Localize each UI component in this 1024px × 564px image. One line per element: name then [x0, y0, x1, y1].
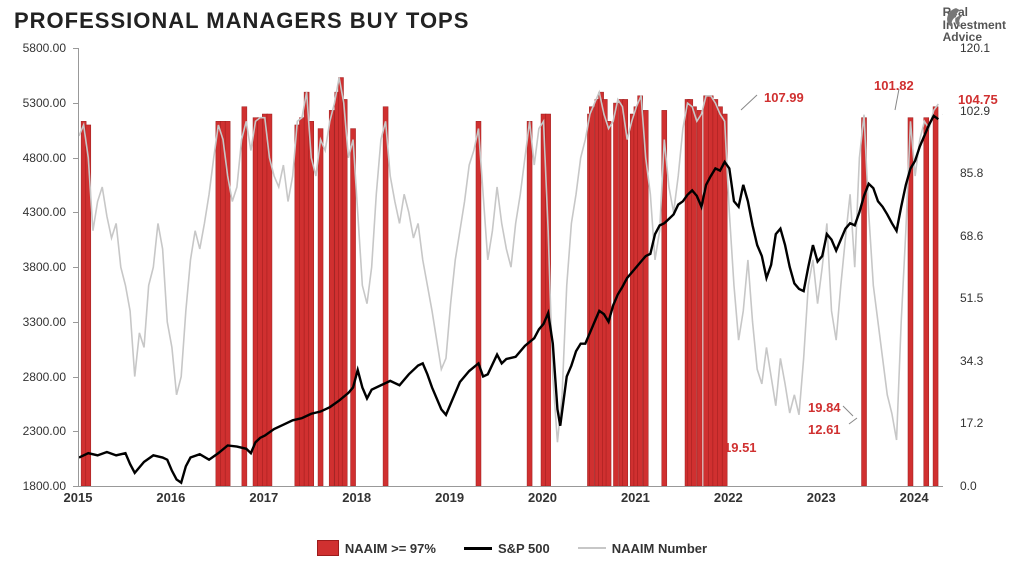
- naaim-bar: [383, 107, 388, 486]
- yleft-tick: 1800.00: [0, 479, 66, 493]
- bar-swatch: [317, 540, 339, 556]
- x-tick: 2018: [342, 490, 371, 505]
- legend: NAAIM >= 97% S&P 500 NAAIM Number: [0, 540, 1024, 556]
- naaim-bar: [342, 99, 347, 486]
- annotation: 12.61: [808, 422, 841, 437]
- naaim-bar: [862, 118, 867, 486]
- black-line-swatch: [464, 547, 492, 550]
- chart-container: { "title": "PROFESSIONAL MANAGERS BUY TO…: [0, 0, 1024, 564]
- naaim-bar: [718, 107, 723, 486]
- naaim-bar: [216, 121, 221, 486]
- legend-sp500: S&P 500: [464, 540, 550, 556]
- naaim-bar: [295, 125, 300, 486]
- x-tick: 2020: [528, 490, 557, 505]
- yright-tick: 51.5: [960, 291, 1024, 305]
- naaim-bar: [476, 121, 481, 486]
- yright-tick: 85.8: [960, 166, 1024, 180]
- y-axis-left: 5800.005300.004800.004300.003800.003300.…: [0, 48, 72, 486]
- leader-line: [843, 406, 853, 416]
- naaim-bar: [697, 110, 702, 486]
- naaim-bar: [933, 107, 938, 486]
- yleft-tick: 3800.00: [0, 260, 66, 274]
- yleft-tick: 4800.00: [0, 151, 66, 165]
- naaim-bar: [253, 118, 258, 486]
- yleft-tick: 4300.00: [0, 205, 66, 219]
- yright-tick: 0.0: [960, 479, 1024, 493]
- annotation: 19.84: [808, 400, 841, 415]
- naaim-bar: [708, 96, 713, 486]
- eagle-icon: [943, 6, 969, 32]
- legend-bar-label: NAAIM >= 97%: [345, 541, 436, 556]
- naaim-bar: [258, 118, 263, 486]
- naaim-bar: [304, 92, 309, 486]
- naaim-bar: [81, 121, 86, 486]
- x-axis: 2015201620172018201920202021202220232024: [78, 486, 942, 508]
- legend-bar: NAAIM >= 97%: [317, 540, 436, 556]
- leader-line: [849, 418, 857, 424]
- yleft-tick: 2800.00: [0, 370, 66, 384]
- naaim-bar: [623, 99, 628, 486]
- naaim-bar: [527, 121, 532, 486]
- naaim-bar: [221, 121, 226, 486]
- gray-line-swatch: [578, 547, 606, 549]
- x-tick: 2017: [249, 490, 278, 505]
- naaim-bar: [262, 114, 267, 486]
- chart-svg: [79, 48, 943, 486]
- legend-black-label: S&P 500: [498, 541, 550, 556]
- naaim-bar: [351, 129, 356, 486]
- y-axis-right: 120.1102.985.868.651.534.317.20.0: [954, 48, 1024, 486]
- naaim-bar: [713, 99, 718, 486]
- x-tick: 2022: [714, 490, 743, 505]
- naaim-bar: [704, 96, 709, 486]
- legend-gray-label: NAAIM Number: [612, 541, 707, 556]
- annotation: 104.75: [958, 92, 998, 107]
- chart-title: PROFESSIONAL MANAGERS BUY TOPS: [14, 8, 469, 34]
- yright-tick: 120.1: [960, 41, 1024, 55]
- yright-tick: 17.2: [960, 416, 1024, 430]
- naaim-bar: [606, 121, 611, 486]
- x-tick: 2023: [807, 490, 836, 505]
- x-tick: 2015: [64, 490, 93, 505]
- x-tick: 2024: [900, 490, 929, 505]
- naaim-bar: [638, 96, 643, 486]
- naaim-bar: [589, 107, 594, 486]
- naaim-bar: [309, 121, 314, 486]
- yleft-tick: 5300.00: [0, 96, 66, 110]
- annotation: 19.51: [724, 440, 757, 455]
- x-tick: 2019: [435, 490, 464, 505]
- x-tick: 2016: [156, 490, 185, 505]
- naaim-bar: [242, 107, 247, 486]
- yright-tick: 34.3: [960, 354, 1024, 368]
- yleft-tick: 3300.00: [0, 315, 66, 329]
- naaim-bar: [329, 110, 334, 486]
- leader-line: [741, 95, 757, 110]
- naaim-bar: [692, 107, 697, 486]
- legend-naaim: NAAIM Number: [578, 540, 707, 556]
- x-tick: 2021: [621, 490, 650, 505]
- annotation: 101.82: [874, 78, 914, 93]
- brand-logo: Real Investment Advice: [943, 6, 1006, 44]
- naaim-bar: [318, 129, 323, 486]
- yright-tick: 68.6: [960, 229, 1024, 243]
- annotation: 107.99: [764, 90, 804, 105]
- naaim-bar: [924, 118, 929, 486]
- yleft-tick: 2300.00: [0, 424, 66, 438]
- naaim-bar: [299, 118, 304, 486]
- yleft-tick: 5800.00: [0, 41, 66, 55]
